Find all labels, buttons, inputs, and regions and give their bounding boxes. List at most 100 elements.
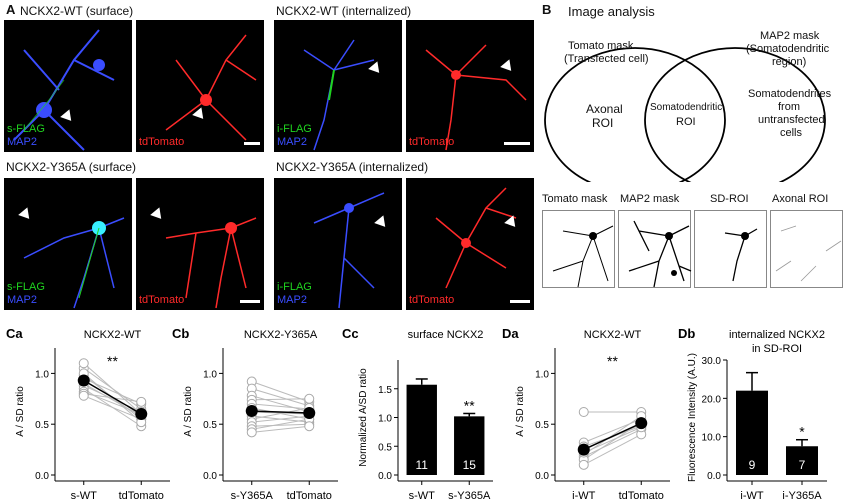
scale-bar xyxy=(240,300,260,303)
map2-mask-label: MAP2 mask xyxy=(760,30,820,42)
chart-title: internalized NCKX2 xyxy=(729,329,825,341)
y-tick-label: 0.0 xyxy=(707,471,721,482)
x-tick-label: s-Y365A xyxy=(231,490,274,502)
pair-line xyxy=(83,395,142,420)
data-point xyxy=(578,459,589,470)
stain-label-s-flag: s-FLAG xyxy=(7,123,45,135)
micrograph-y365a-surface-merge: s-FLAG MAP2 xyxy=(4,178,132,310)
y-axis-label: Fluorescence Intensity (A.U.) xyxy=(687,353,698,482)
y-axis-label: Normalized A/SD ratio xyxy=(358,368,369,467)
mean-point xyxy=(245,404,258,417)
pair-line xyxy=(251,403,310,410)
pair-line xyxy=(251,388,310,407)
x-tick-label: s-WT xyxy=(71,490,98,502)
stain-label-map2: MAP2 xyxy=(7,136,37,148)
panel-letter-ca: Ca xyxy=(6,326,23,341)
y-tick-label: 0.5 xyxy=(378,442,392,453)
mean-point xyxy=(77,374,90,387)
charts-area: Ca NCKX2-WT 0.0 0.5 1.0 A / SD ratio s-WT tdTom… xyxy=(6,326,827,502)
panel-letter-cb: Cb xyxy=(172,326,189,341)
map2-mask-circle xyxy=(644,47,826,182)
significance-marker: ** xyxy=(107,353,118,369)
mask-thumbnail-sd-roi xyxy=(694,210,767,288)
stain-label-map2: MAP2 xyxy=(7,294,37,306)
panel-letter-da: Da xyxy=(502,326,519,341)
axonal-roi-label-1: Axonal xyxy=(586,102,623,116)
image-analysis-title: Image analysis xyxy=(568,4,655,19)
untransfected-label-4: cells xyxy=(780,127,803,139)
stain-label-tdtomato: tdTomato xyxy=(139,136,185,148)
tomato-mask-circle xyxy=(544,47,726,182)
mean-point xyxy=(635,417,648,430)
y-axis-label: A / SD ratio xyxy=(183,386,194,437)
micrograph-y365a-internal-tomato: tdTomato xyxy=(406,178,534,310)
y-tick-label: 0.0 xyxy=(535,471,549,482)
pair-line xyxy=(83,378,142,405)
stain-label-s-flag: s-FLAG xyxy=(7,281,45,293)
data-point xyxy=(304,421,315,432)
n-label: 15 xyxy=(463,458,477,472)
y-tick-label: 0.5 xyxy=(535,420,549,431)
data-point xyxy=(246,427,257,438)
y-axis-label: A / SD ratio xyxy=(15,386,26,437)
stain-label-map2: MAP2 xyxy=(277,294,307,306)
micrograph-y365a-internal-merge: i-FLAG MAP2 xyxy=(274,178,402,310)
stain-label-i-flag: i-FLAG xyxy=(277,281,312,293)
stain-label-tdtomato: tdTomato xyxy=(139,294,185,306)
significance-marker: ** xyxy=(464,397,475,413)
y-tick-label: 10.0 xyxy=(702,433,722,444)
micrograph-y365a-surface-tomato: tdTomato xyxy=(136,178,264,310)
chart-title: NCKX2-WT xyxy=(584,329,642,341)
pair-line xyxy=(251,398,310,401)
x-tick-label: tdTomato xyxy=(287,490,332,502)
wt-internal-title: NCKX2-WT (internalized) xyxy=(276,4,412,18)
tomato-mask-label: Tomato mask xyxy=(568,40,634,52)
y-tick-label: 30.0 xyxy=(702,356,722,367)
somatodendritic-region-label-2: region) xyxy=(772,56,807,68)
mean-point xyxy=(303,407,316,420)
y-axis-label: A / SD ratio xyxy=(515,386,526,437)
mask-label-axonal-roi: Axonal ROI xyxy=(772,193,829,205)
n-label: 11 xyxy=(416,458,429,472)
pair-line xyxy=(583,433,642,466)
x-tick-label: s-Y365A xyxy=(448,490,491,502)
y365a-internal-title: NCKX2-Y365A (internalized) xyxy=(276,160,429,174)
y-tick-label: 0.5 xyxy=(203,420,217,431)
panel-letter-a: A xyxy=(6,2,16,17)
mask-thumbnail-map2 xyxy=(618,210,692,288)
y-tick-label: 0.0 xyxy=(203,471,217,482)
panel-letter-db: Db xyxy=(678,326,695,341)
micrograph-wt-surface-merge: s-FLAG MAP2 xyxy=(4,20,132,152)
sd-roi-label-1: Somatodendritic xyxy=(650,102,723,113)
untransfected-label-1: Somatodendrites xyxy=(748,88,832,100)
micrograph-wt-internal-tomato: tdTomato xyxy=(406,20,534,152)
pair-line xyxy=(251,415,310,423)
y-tick-label: 1.5 xyxy=(378,385,392,396)
mask-label-sd-roi: SD-ROI xyxy=(710,193,749,205)
micrograph-wt-surface-tomato: tdTomato xyxy=(136,20,264,152)
scale-bar xyxy=(504,142,530,145)
n-label: 7 xyxy=(799,458,806,472)
data-point xyxy=(136,396,147,407)
bar xyxy=(736,390,768,475)
x-tick-label: tdTomato xyxy=(119,490,164,502)
pair-line xyxy=(251,418,310,430)
bar xyxy=(454,416,485,475)
y-tick-label: 20.0 xyxy=(702,394,722,405)
x-tick-label: i-WT xyxy=(572,490,595,502)
mask-thumbnail-axonal-roi xyxy=(770,210,843,288)
micrograph-wt-internal-merge: i-FLAG MAP2 xyxy=(274,20,402,152)
chart-title: NCKX2-Y365A xyxy=(244,329,318,341)
venn-diagram xyxy=(544,47,826,182)
mean-line xyxy=(583,422,642,451)
bar xyxy=(406,384,437,475)
y-tick-label: 1.0 xyxy=(378,414,392,425)
untransfected-label-2: from xyxy=(778,101,800,113)
data-point xyxy=(578,407,589,418)
y-tick-label: 0.0 xyxy=(35,471,49,482)
sd-roi-label-2: ROI xyxy=(676,116,696,128)
wt-surface-title: NCKX2-WT (surface) xyxy=(20,4,134,18)
x-tick-label: i-Y365A xyxy=(782,490,822,502)
chart-title: NCKX2-WT xyxy=(84,329,142,341)
pair-line xyxy=(583,428,642,458)
